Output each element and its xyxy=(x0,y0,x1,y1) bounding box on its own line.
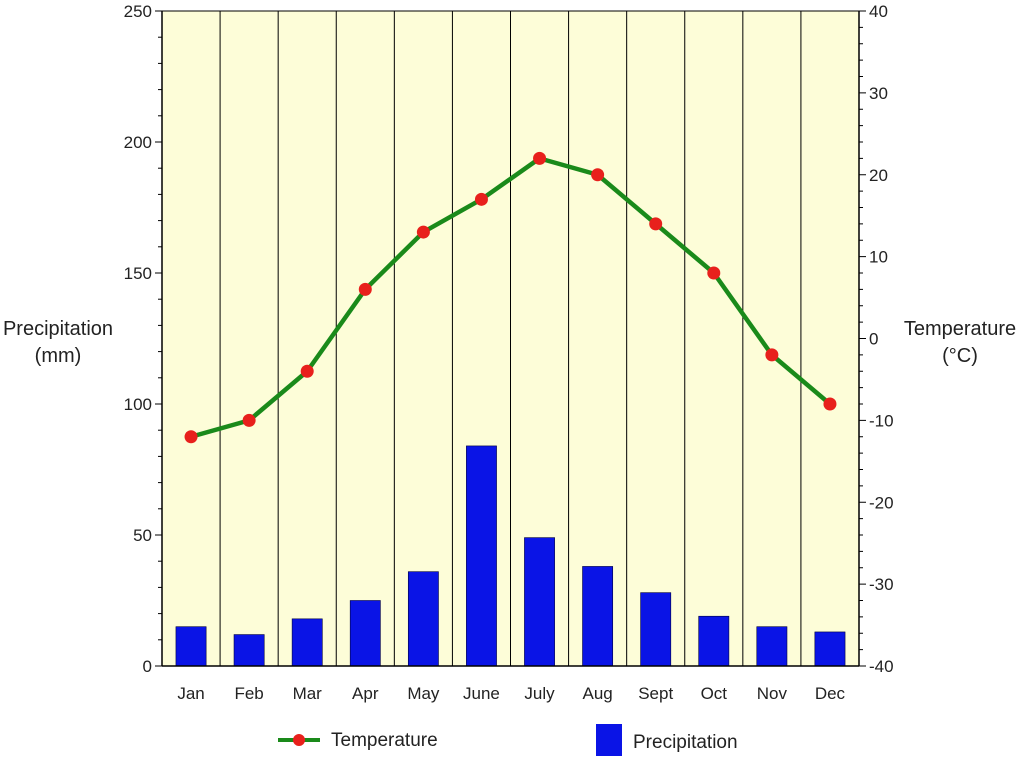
bar-nov xyxy=(756,626,788,667)
right-tick-label: -20 xyxy=(869,493,894,512)
temperature-point-jan xyxy=(184,430,198,444)
legend-precipitation-label: Precipitation xyxy=(633,732,738,753)
temperature-point-dec xyxy=(823,397,837,411)
x-tick-label-mar: Mar xyxy=(293,684,323,703)
grid-lines xyxy=(219,11,802,666)
bar-sept xyxy=(640,592,672,667)
temperature-point-nov xyxy=(765,348,779,362)
x-tick-label-dec: Dec xyxy=(815,684,846,703)
right-axis-title-line1: Temperature xyxy=(904,318,1016,340)
legend-temperature-label: Temperature xyxy=(331,730,438,751)
x-tick-label-july: July xyxy=(524,684,555,703)
bar-mar xyxy=(291,618,323,667)
right-tick-label: 0 xyxy=(869,330,878,349)
temperature-point-july xyxy=(533,151,547,165)
left-axis-title-line1: Precipitation xyxy=(3,318,113,340)
right-tick-label: -40 xyxy=(869,657,894,676)
bar-apr xyxy=(349,600,381,667)
x-tick-label-june: June xyxy=(463,684,500,703)
left-tick-label: 0 xyxy=(143,657,152,676)
x-tick-label-sept: Sept xyxy=(638,684,673,703)
legend-precipitation-swatch-icon xyxy=(596,724,622,756)
x-tick-label-oct: Oct xyxy=(701,684,728,703)
x-tick-label-may: May xyxy=(407,684,440,703)
right-tick-label: 40 xyxy=(869,2,888,21)
left-tick-label: 100 xyxy=(124,395,152,414)
temperature-point-may xyxy=(416,225,430,239)
temperature-point-aug xyxy=(591,168,605,182)
bar-may xyxy=(407,571,439,667)
x-tick-label-jan: Jan xyxy=(177,684,204,703)
temperature-line xyxy=(184,151,837,444)
right-tick-label: 20 xyxy=(869,166,888,185)
right-axis-title-line2: (°C) xyxy=(942,345,978,367)
temperature-point-mar xyxy=(300,364,314,378)
bar-july xyxy=(524,537,555,667)
x-tick-label-feb: Feb xyxy=(234,684,263,703)
temperature-point-sept xyxy=(649,217,663,231)
bar-dec xyxy=(814,631,846,667)
x-tick-label-nov: Nov xyxy=(757,684,788,703)
legend-temperature-marker-icon xyxy=(293,734,305,746)
left-tick-label: 250 xyxy=(124,2,152,21)
left-tick-label: 150 xyxy=(124,264,152,283)
temperature-point-june xyxy=(474,192,488,206)
left-axis-title-line2: (mm) xyxy=(35,345,82,367)
x-tick-label-aug: Aug xyxy=(583,684,613,703)
temperature-point-oct xyxy=(707,266,721,280)
right-tick-label: 10 xyxy=(869,248,888,267)
bar-oct xyxy=(698,615,730,667)
temperature-point-feb xyxy=(242,413,256,427)
bar-jan xyxy=(175,626,207,667)
x-tick-label-apr: Apr xyxy=(352,684,379,703)
right-tick-label: -10 xyxy=(869,411,894,430)
bar-aug xyxy=(582,566,614,667)
bar-feb xyxy=(233,634,265,667)
right-tick-label: -30 xyxy=(869,575,894,594)
legend: Temperature Precipitation xyxy=(278,724,738,756)
axes xyxy=(155,10,866,667)
temperature-series-line xyxy=(190,156,832,439)
bar-june xyxy=(466,445,497,667)
left-tick-label: 50 xyxy=(133,526,152,545)
precipitation-bars xyxy=(175,445,846,667)
left-tick-label: 200 xyxy=(124,133,152,152)
temperature-point-apr xyxy=(358,282,372,296)
tick-labels: 0 50 100 150 200 250 -40 -30 -20 -10 0 10 20 30 40 Jan F… xyxy=(124,2,894,703)
right-tick-label: 30 xyxy=(869,84,888,103)
